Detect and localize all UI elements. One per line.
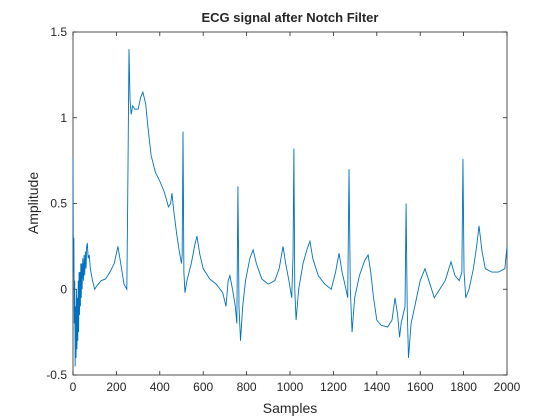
x-tick-label: 1800: [450, 380, 477, 394]
x-tick-label: 1400: [363, 380, 390, 394]
x-tick-label: 1200: [320, 380, 347, 394]
y-tick-label: 0.5: [50, 197, 67, 211]
x-tick-label: 800: [237, 380, 257, 394]
y-tick-label: 0: [60, 282, 67, 296]
x-tick-label: 0: [70, 380, 77, 394]
x-tick-label: 200: [106, 380, 126, 394]
y-tick-label: -0.5: [46, 368, 67, 382]
axes-box: [72, 31, 508, 376]
chart-title: ECG signal after Notch Filter: [202, 10, 379, 25]
y-tick-label: 1: [60, 111, 67, 125]
x-tick-label: 2000: [494, 380, 521, 394]
x-tick-label: 600: [193, 380, 213, 394]
y-axis-label: Amplitude: [25, 172, 41, 234]
x-tick-label: 1000: [277, 380, 304, 394]
signal-line: [72, 49, 508, 367]
y-tick-label: 1.5: [50, 25, 67, 39]
x-tick-label: 400: [150, 380, 170, 394]
x-tick-label: 1600: [407, 380, 434, 394]
x-axis-label: Samples: [263, 400, 317, 416]
